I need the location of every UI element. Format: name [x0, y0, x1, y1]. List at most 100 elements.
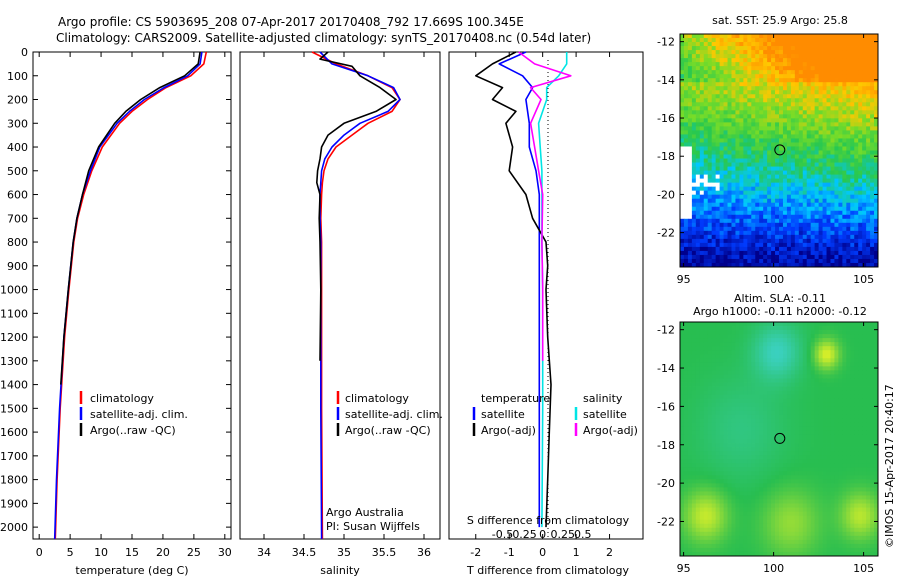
heatmap-cell: [731, 94, 735, 98]
heatmap-cell: [807, 463, 811, 467]
heatmap-cell: [739, 459, 743, 463]
heatmap-cell: [751, 62, 755, 66]
heatmap-cell: [823, 354, 827, 358]
heatmap-cell: [684, 403, 688, 407]
heatmap-cell: [759, 146, 763, 150]
heatmap-cell: [720, 187, 724, 191]
heatmap-cell: [815, 350, 819, 354]
heatmap-cell: [751, 403, 755, 407]
heatmap-cell: [787, 431, 791, 435]
heatmap-cell: [771, 383, 775, 387]
heatmap-cell: [819, 159, 823, 163]
heatmap-cell: [731, 74, 735, 78]
heatmap-cell: [815, 399, 819, 403]
heatmap-cell: [771, 175, 775, 179]
heatmap-cell: [854, 179, 858, 183]
heatmap-cell: [696, 427, 700, 431]
heatmap-cell: [807, 255, 811, 259]
heatmap-cell: [739, 151, 743, 155]
heatmap-cell: [728, 338, 732, 342]
heatmap-cell: [747, 219, 751, 223]
heatmap-cell: [720, 207, 724, 211]
heatmap-cell: [846, 395, 850, 399]
heatmap-cell: [858, 354, 862, 358]
heatmap-cell: [771, 366, 775, 370]
heatmap-cell: [823, 106, 827, 110]
heatmap-cell: [728, 106, 732, 110]
heatmap-cell: [834, 58, 838, 62]
heatmap-cell: [795, 114, 799, 118]
heatmap-cell: [708, 175, 712, 179]
heatmap-cell: [791, 231, 795, 235]
heatmap-cell: [724, 114, 728, 118]
heatmap-cell: [751, 102, 755, 106]
heatmap-cell: [731, 130, 735, 134]
heatmap-cell: [866, 223, 870, 227]
heatmap-cell: [731, 247, 735, 251]
heatmap-cell: [751, 167, 755, 171]
heatmap-cell: [870, 155, 874, 159]
heatmap-cell: [767, 171, 771, 175]
heatmap-cell: [704, 167, 708, 171]
heatmap-cell: [763, 259, 767, 263]
heatmap-cell: [728, 42, 732, 46]
heatmap-cell: [775, 391, 779, 395]
heatmap-cell: [811, 374, 815, 378]
heatmap-cell: [735, 118, 739, 122]
heatmap-cell: [728, 78, 732, 82]
heatmap-cell: [807, 251, 811, 255]
heatmap-cell: [743, 362, 747, 366]
heatmap-cell: [735, 175, 739, 179]
heatmap-cell: [866, 62, 870, 66]
heatmap-cell: [838, 346, 842, 350]
heatmap-cell: [704, 175, 708, 179]
heatmap-cell: [795, 387, 799, 391]
heatmap-cell: [858, 243, 862, 247]
heatmap-cell: [854, 443, 858, 447]
heatmap-cell: [692, 94, 696, 98]
heatmap-cell: [731, 399, 735, 403]
heatmap-cell: [731, 463, 735, 467]
heatmap-cell: [704, 227, 708, 231]
heatmap-cell: [870, 118, 874, 122]
heatmap-cell: [755, 251, 759, 255]
heatmap-cell: [743, 239, 747, 243]
heatmap-cell: [783, 134, 787, 138]
heatmap-cell: [838, 459, 842, 463]
heatmap-cell: [728, 138, 732, 142]
heatmap-cell: [743, 138, 747, 142]
heatmap-cell: [684, 443, 688, 447]
heatmap-cell: [712, 370, 716, 374]
heatmap-cell: [712, 411, 716, 415]
heatmap-cell: [755, 199, 759, 203]
heatmap-cell: [783, 366, 787, 370]
heatmap-cell: [680, 138, 684, 142]
heatmap-cell: [850, 106, 854, 110]
heatmap-cell: [767, 459, 771, 463]
heatmap-cell: [767, 255, 771, 259]
heatmap-cell: [795, 439, 799, 443]
heatmap-cell: [747, 42, 751, 46]
heatmap-cell: [854, 395, 858, 399]
heatmap-cell: [850, 155, 854, 159]
heatmap-cell: [700, 346, 704, 350]
heatmap-cell: [846, 407, 850, 411]
heatmap-cell: [870, 46, 874, 50]
heatmap-cell: [731, 179, 735, 183]
heatmap-cell: [720, 447, 724, 451]
heatmap-cell: [854, 378, 858, 382]
heatmap-cell: [688, 163, 692, 167]
heatmap-cell: [819, 439, 823, 443]
heatmap-cell: [830, 443, 834, 447]
heatmap-cell: [846, 378, 850, 382]
heatmap-cell: [830, 407, 834, 411]
heatmap-cell: [684, 207, 688, 211]
heatmap-cell: [775, 34, 779, 38]
heatmap-cell: [854, 78, 858, 82]
heatmap-cell: [763, 427, 767, 431]
heatmap-cell: [815, 219, 819, 223]
heatmap-cell: [728, 358, 732, 362]
heatmap-cell: [743, 334, 747, 338]
heatmap-cell: [688, 370, 692, 374]
heatmap-cell: [799, 251, 803, 255]
